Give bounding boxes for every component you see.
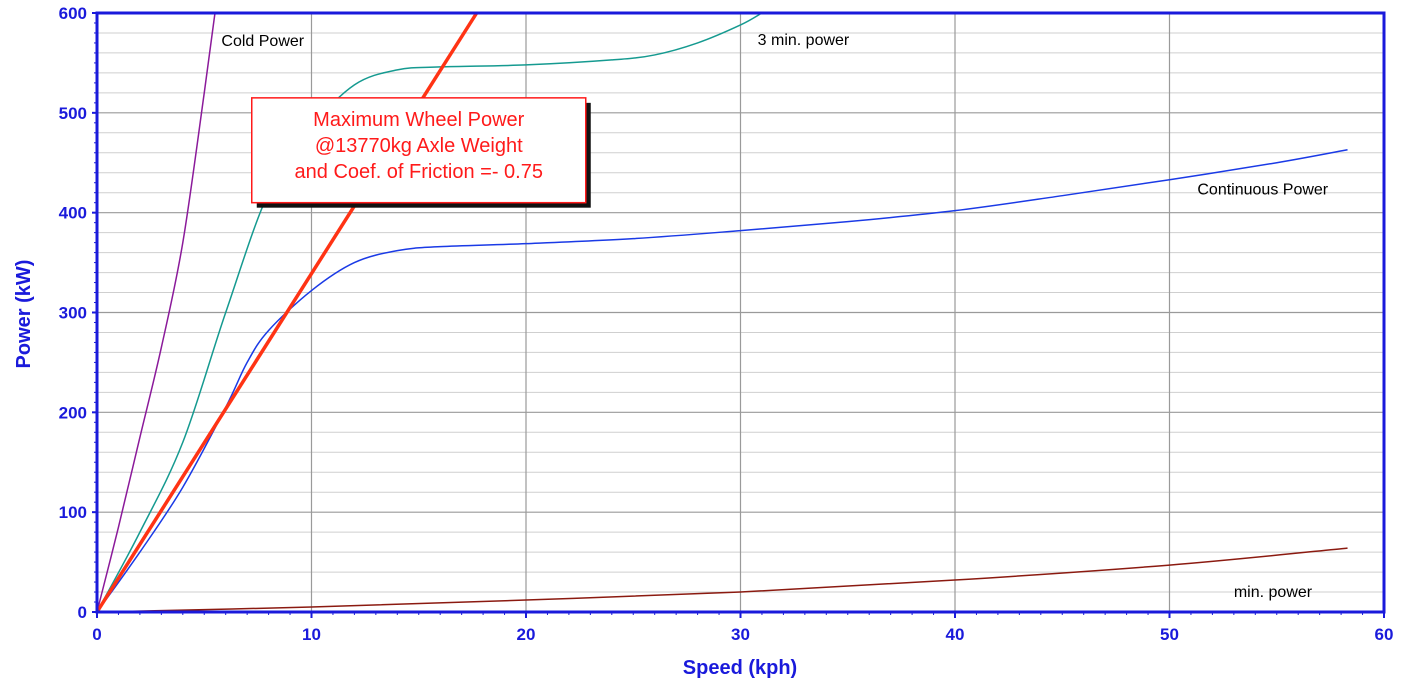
y-axis-title: Power (kW) (13, 260, 35, 369)
series-line-cold-power (96, 12, 216, 613)
x-tick-label: 60 (1375, 625, 1394, 644)
y-tick-label: 200 (59, 403, 87, 422)
annotation-layer: Maximum Wheel Power @13770kg Axle Weight a… (251, 97, 591, 208)
x-tick-label: 50 (1160, 625, 1179, 644)
y-tick-label: 400 (59, 204, 87, 223)
x-tick-label: 10 (302, 625, 321, 644)
y-tick-label: 100 (59, 503, 87, 522)
labels-layer: Cold Power 3 min. power Continuous Power mi… (221, 32, 1328, 601)
series-label-3-min-power: 3 min. power (758, 32, 850, 49)
y-tick-label: 600 (59, 4, 87, 23)
x-axis-title: Speed (kph) (683, 657, 797, 679)
callout-box (251, 97, 587, 204)
callout-text-line: and Coef. of Friction =- 0.75 (295, 161, 543, 183)
series-label-min-power: min. power (1234, 584, 1313, 601)
y-tick-label: 500 (59, 104, 87, 123)
series-line-3-min-power (96, 12, 763, 613)
x-tick-label: 20 (517, 625, 536, 644)
callout-text-line: @13770kg Axle Weight (315, 135, 523, 157)
y-tick-label: 300 (59, 304, 87, 323)
axes-layer: 0 100 200 300 400 500 600 0 10 20 30 40 50 60 (59, 4, 1394, 644)
x-tick-label: 40 (946, 625, 965, 644)
series-line-continuous-power (96, 149, 1348, 613)
x-tick-label: 30 (731, 625, 750, 644)
x-tick-label: 0 (92, 625, 101, 644)
series-line-min-power (96, 547, 1348, 613)
series-label-cold-power: Cold Power (221, 33, 304, 50)
callout-text-line: Maximum Wheel Power (313, 109, 525, 131)
series-label-continuous-power: Continuous Power (1197, 182, 1328, 199)
y-tick-label: 0 (78, 603, 87, 622)
